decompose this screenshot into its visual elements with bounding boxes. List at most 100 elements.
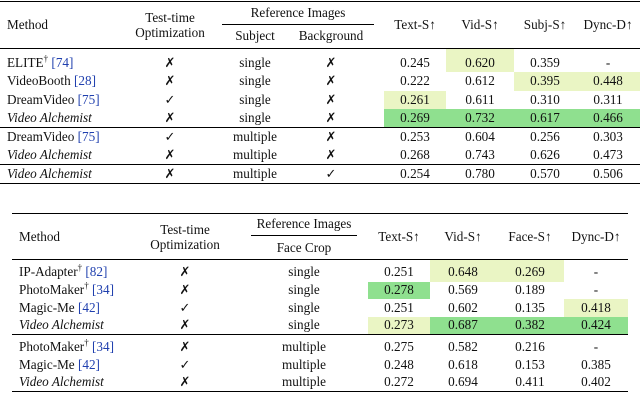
- text-s-cell: 0.273: [368, 316, 430, 334]
- citation-link[interactable]: [42]: [77, 299, 100, 315]
- background-cell: ✗: [325, 110, 337, 125]
- dync-d-cell: 0.448: [576, 72, 640, 91]
- dync-d-cell: 0.303: [576, 127, 640, 146]
- column-header-text-s-2: Text-S↑: [368, 213, 430, 260]
- column-header-subj-s: Subj-S↑: [523, 16, 567, 32]
- face-s-cell: 0.269: [496, 259, 564, 282]
- dync-d-cell: 0.506: [576, 164, 640, 184]
- method-cell: ELITE† [74]: [0, 47, 118, 72]
- citation-link[interactable]: [75]: [77, 91, 100, 107]
- optimization-cell: ✓: [118, 127, 222, 146]
- dagger-mark: †: [43, 53, 49, 64]
- subj-s-cell: 0.570: [514, 164, 577, 184]
- spacer: [374, 109, 384, 128]
- table-row: Magic-Me [42] ✓ single 0.251 0.602 0.135 0.418: [12, 299, 628, 317]
- subject-cell: single: [222, 47, 288, 72]
- vid-s-cell: 0.620: [446, 47, 515, 72]
- face-customization-table: Method Test-time Optimization Reference …: [12, 213, 628, 392]
- table-row: ELITE† [74] ✗ single ✗ 0.245 0.620 0.359-: [0, 47, 640, 72]
- vid-s-cell: 0.694: [430, 373, 496, 392]
- vid-s-cell: 0.611: [465, 91, 495, 107]
- method-cell: DreamVideo [75]: [0, 91, 118, 110]
- optimization-cell: ✗: [130, 333, 240, 356]
- face-crop-cell: multiple: [282, 356, 326, 372]
- subj-s-cell: 0.256: [514, 127, 577, 146]
- column-header-vid-s-2: Vid-S↑: [430, 213, 496, 260]
- method-cell: VideoBooth [28]: [0, 72, 118, 91]
- face-s-cell: 0.216: [496, 333, 564, 356]
- subject-customization-table: Method Test-time Optimization Reference …: [0, 2, 640, 184]
- face-crop-cell: multiple: [240, 373, 368, 392]
- vid-s-cell: 0.582: [430, 333, 496, 356]
- column-header-text-s: Text-S↑: [394, 16, 436, 32]
- optimization-line1-2: Test-time: [160, 221, 210, 237]
- spacer: [374, 72, 384, 91]
- dagger-mark: †: [77, 262, 83, 273]
- vid-s-cell: 0.569: [448, 282, 478, 298]
- vid-s-cell: 0.743: [465, 147, 495, 162]
- method-cell: DreamVideo [75]: [0, 127, 118, 146]
- column-header-subject: Subject: [235, 28, 275, 43]
- spacer: [374, 146, 384, 165]
- subject-cell: multiple: [233, 147, 277, 162]
- citation-link[interactable]: [34]: [92, 338, 114, 354]
- method-name: Video Alchemist: [7, 110, 92, 125]
- citation-link[interactable]: [82]: [85, 264, 108, 280]
- optimization-cell: ✗: [130, 373, 240, 392]
- method-name: IP-Adapter: [19, 264, 78, 280]
- column-header-vid-s: Vid-S↑: [461, 16, 499, 32]
- text-s-cell: 0.272: [368, 373, 430, 392]
- optimization-cell: ✗: [164, 73, 176, 89]
- subject-cell: multiple: [222, 164, 288, 184]
- face-crop-cell: single: [288, 299, 320, 315]
- table-row: PhotoMaker† [34] ✗ multiple 0.275 0.582 0.216…: [12, 333, 628, 356]
- method-name: Video Alchemist: [7, 165, 92, 181]
- vid-s-cell: 0.732: [446, 109, 515, 128]
- background-cell: ✗: [325, 91, 337, 107]
- method-name: PhotoMaker: [19, 338, 85, 354]
- method-name: Magic-Me: [19, 299, 75, 315]
- spacer: [374, 127, 385, 146]
- column-header-face-crop: Face Crop: [276, 240, 332, 256]
- optimization-cell: ✗: [130, 259, 240, 282]
- vid-s-cell: 0.780: [446, 164, 515, 184]
- method-name: DreamVideo: [7, 91, 75, 107]
- method-name: Magic-Me: [19, 356, 75, 372]
- optimization-cell: ✗: [164, 110, 176, 125]
- text-s-cell: 0.261: [384, 90, 447, 109]
- text-s-cell: 0.251: [368, 259, 430, 282]
- face-s-cell: 0.153: [515, 356, 545, 372]
- method-name: Video Alchemist: [7, 147, 92, 162]
- method-name: Video Alchemist: [19, 317, 104, 332]
- spacer: [374, 47, 385, 72]
- subject-cell: single: [239, 73, 271, 89]
- table-row: PhotoMaker† [34] ✗ single 0.278 0.569 0.189 -: [12, 281, 628, 299]
- citation-link[interactable]: [75]: [77, 129, 100, 144]
- text-s-cell: 0.268: [400, 147, 430, 162]
- table-row: Video Alchemist ✗ multiple ✓ 0.254 0.780 0.570…: [0, 164, 640, 184]
- spacer: [374, 91, 384, 110]
- background-cell: ✗: [288, 47, 375, 72]
- citation-link[interactable]: [34]: [92, 282, 114, 298]
- face-crop-cell: single: [240, 259, 368, 282]
- dync-d-cell: 0.418: [564, 299, 628, 317]
- method-cell: PhotoMaker† [34]: [12, 333, 130, 356]
- column-header-dync-d: Dync-D↑: [583, 16, 633, 32]
- subject-cell: single: [239, 110, 271, 125]
- optimization-cell: ✗: [179, 317, 191, 332]
- method-cell: IP-Adapter† [82]: [12, 259, 130, 282]
- optimization-cell: ✗: [118, 164, 222, 184]
- dync-d-cell: 0.385: [581, 356, 611, 372]
- subj-s-cell: 0.310: [530, 91, 560, 107]
- citation-link[interactable]: [74]: [51, 54, 74, 70]
- dync-d-cell: -: [564, 259, 628, 282]
- subj-s-cell: 0.626: [530, 147, 560, 162]
- table-row: VideoBooth [28] ✗ single ✗ 0.222 0.612 0.395 0.…: [0, 72, 640, 91]
- table-row: DreamVideo [75] ✓ multiple ✗ 0.253 0.604 0.256…: [0, 127, 640, 146]
- citation-link[interactable]: [28]: [73, 73, 96, 89]
- text-s-cell: 0.222: [400, 73, 430, 89]
- text-s-cell: 0.275: [368, 333, 430, 356]
- citation-link[interactable]: [42]: [77, 356, 100, 372]
- vid-s-cell: 0.618: [448, 356, 478, 372]
- method-name: PhotoMaker: [19, 282, 85, 298]
